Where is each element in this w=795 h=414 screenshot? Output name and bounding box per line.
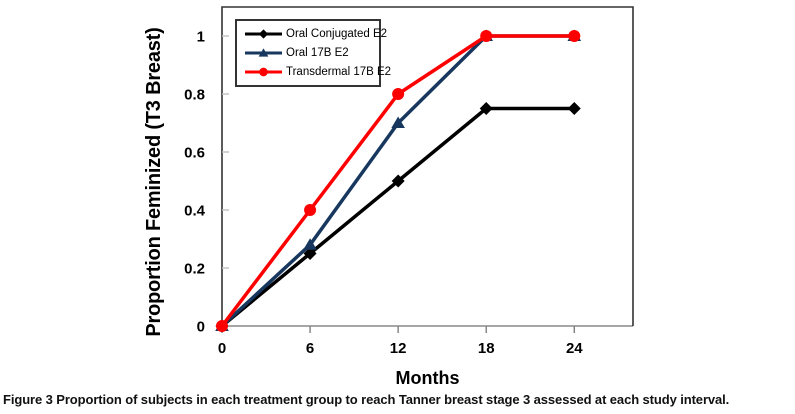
figure-caption-text: Proportion of subjects in each treatment… [56,392,730,407]
data-point-triangle [258,48,269,57]
legend-label: Oral 17B E2 [286,47,349,59]
data-point-triangle [391,116,405,128]
y-tick-label: 0.4 [184,203,206,220]
data-point-diamond [479,102,493,115]
legend-triangle-line-icon [245,48,282,57]
x-tick-label: 12 [390,340,407,357]
legend: Oral Conjugated E2 Oral 17B E2 Transderm… [235,19,391,87]
data-point-diamond [303,247,317,260]
y-tick-label: 0.6 [184,145,205,162]
x-tick-label: 6 [306,340,314,357]
data-point-diamond [567,102,581,115]
x-axis-title: Months [395,368,460,388]
legend-item-oral-conjugated-e2: Oral Conjugated E2 [244,25,387,44]
series-oral-conjugated-e2 [215,102,581,333]
y-tick-label: 0.8 [184,87,205,104]
data-point-diamond [391,174,405,188]
data-point-circle [568,30,581,42]
x-tick-label: 0 [218,340,226,357]
figure-caption: Figure 3 Proportion of subjects in each … [3,392,793,407]
series-transdermal-17b-e2 [216,30,581,332]
plot-frame [221,6,634,326]
data-point-circle [392,88,405,100]
y-tick-label: 0.2 [184,261,205,278]
y-tick-label: 1 [197,29,205,46]
y-tick-label: 0 [197,319,205,336]
y-axis-title: Proportion Feminized (T3 Breast) [143,27,165,337]
legend-diamond-line-icon [245,29,282,40]
x-tick-label: 24 [566,340,583,357]
data-point-circle [480,30,493,42]
legend-label: Transdermal 17B E2 [286,65,392,78]
figure-caption-label: Figure 3 [3,392,53,407]
data-point-triangle [303,238,317,250]
series-line [220,106,575,328]
data-point-diamond [258,29,269,40]
x-tick-label: 18 [478,340,495,357]
legend-label: Oral Conjugated E2 [286,28,388,41]
data-point-circle [304,204,317,216]
data-point-circle [259,67,268,76]
data-point-circle [216,320,228,332]
legend-item-transdermal-17b-e2: Transdermal 17B E2 [244,62,391,81]
legend-item-oral-17b-e2: Oral 17B E2 [244,44,379,63]
line-chart: 0 0.2 0.4 0.6 0.8 1 0 6 12 18 24 [184,6,634,357]
legend-circle-line-icon [245,67,282,76]
